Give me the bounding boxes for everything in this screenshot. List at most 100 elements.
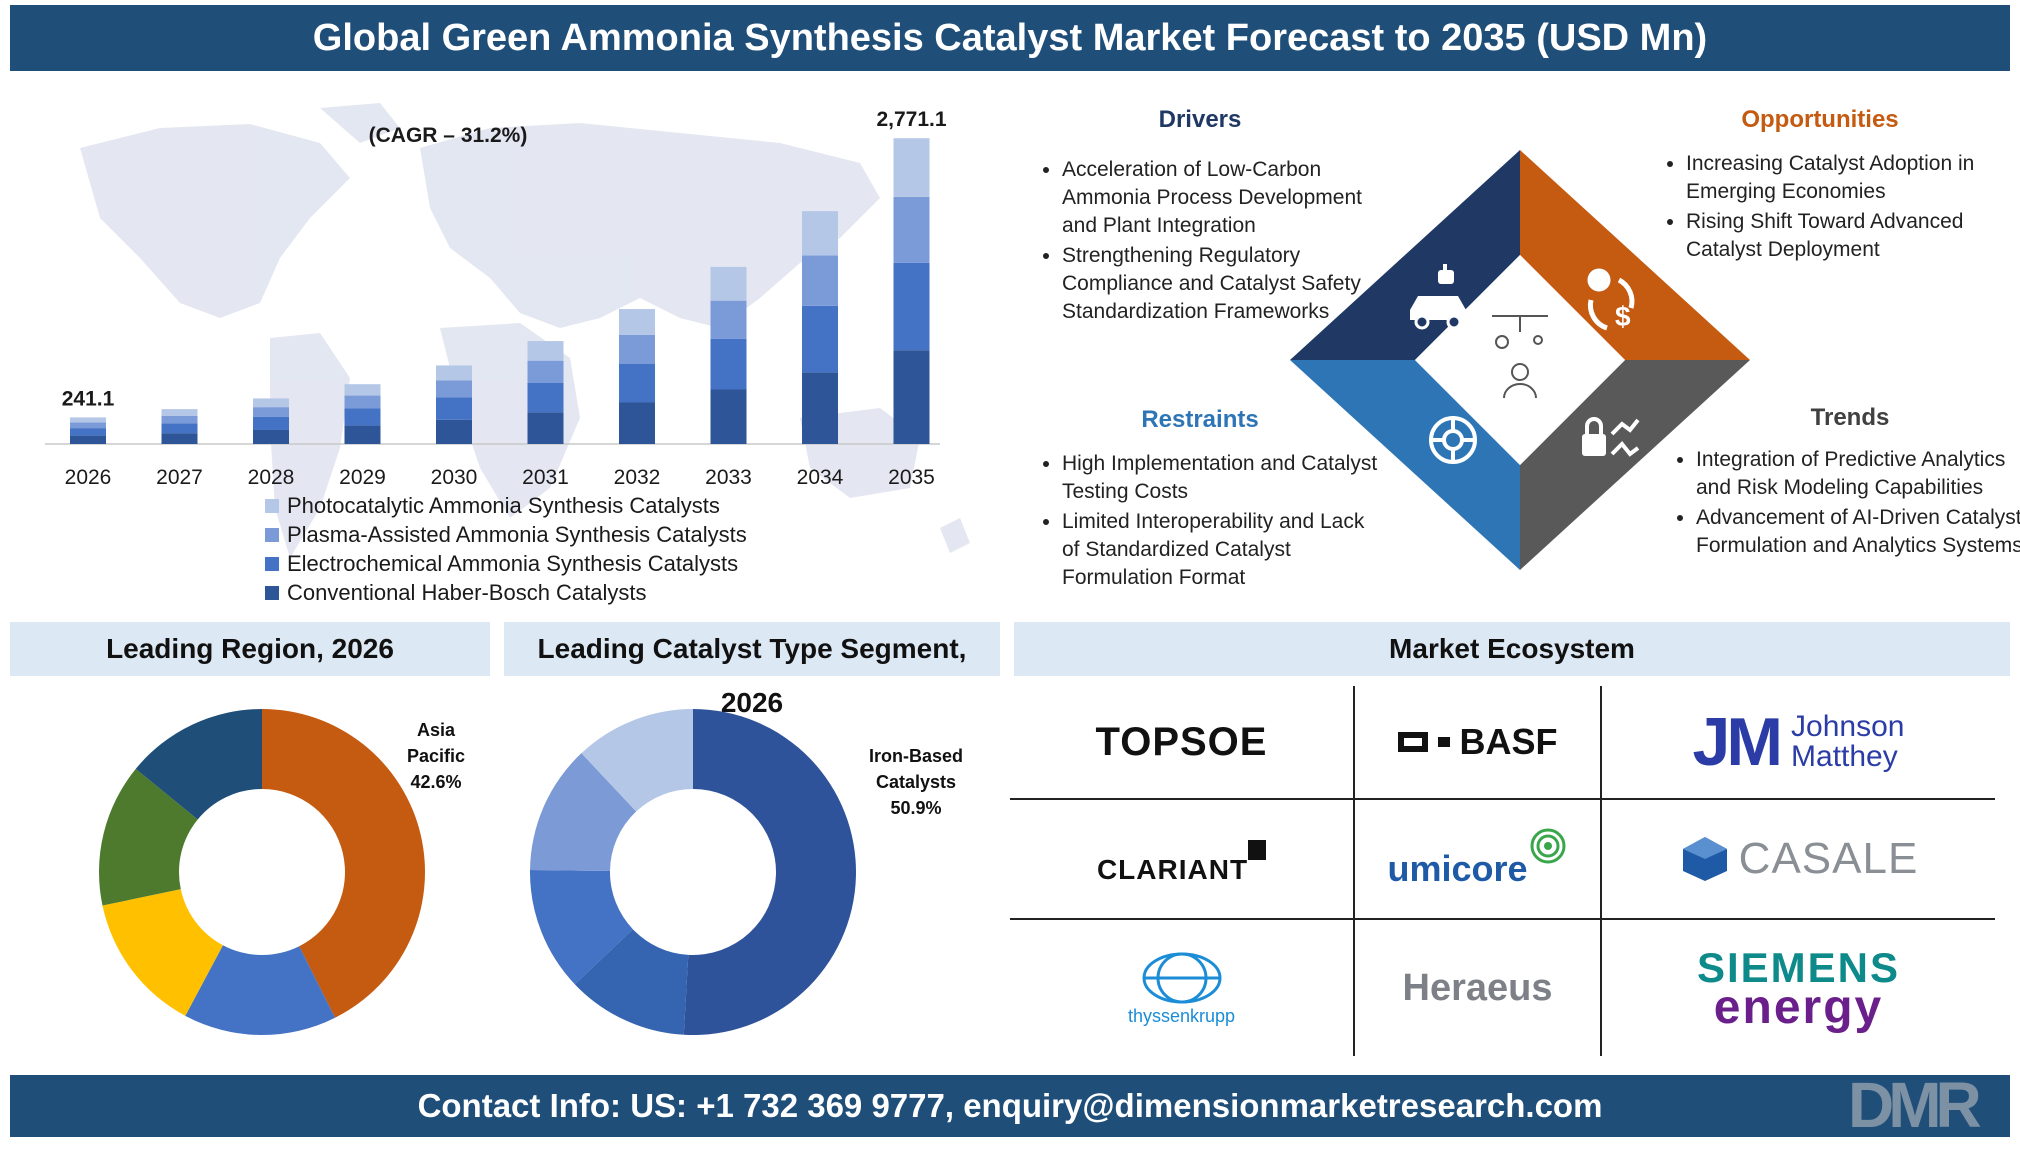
bar-labels-group: 241.1 2,771.1 [62, 108, 947, 410]
drivers-list: Acceleration of Low-Carbon Ammonia Proce… [1026, 156, 1362, 328]
drivers-item: Strengthening Regulatory Compliance and … [1062, 242, 1362, 326]
trends-list: Integration of Predictive Analytics and … [1660, 446, 2020, 562]
opportunities-title: Opportunities [1741, 106, 1899, 133]
donut-slice [135, 709, 262, 820]
bar-segment [802, 255, 838, 306]
x-tick-label: 2033 [705, 466, 752, 489]
bar-segment [436, 419, 472, 444]
bar-segment [619, 334, 655, 364]
bar-segment [619, 309, 655, 335]
bar-total-label: 241.1 [62, 387, 115, 410]
grid-line-v2 [1600, 686, 1602, 1056]
x-ticks-group: 2026 2027 2028 2029 2030 2031 2032 2033 2034 2035 [65, 466, 935, 489]
donut-highlight-label: Pacific [407, 746, 465, 766]
bar-segment [436, 365, 472, 381]
bar-segment [527, 382, 564, 413]
donut-highlight-label: Asia [417, 720, 456, 740]
donut-slice [102, 889, 223, 1016]
lock-analytics-icon [1582, 417, 1640, 457]
bar-segment [893, 138, 930, 197]
x-tick-label: 2030 [431, 466, 478, 489]
x-tick-label: 2026 [65, 466, 112, 489]
x-tick-label: 2029 [339, 466, 386, 489]
umicore-logo: umicore [1355, 800, 1600, 918]
dmr-logo: DMR [1848, 1068, 2008, 1141]
grid-line-v1 [1353, 686, 1355, 1056]
trends-title: Trends [1810, 404, 1890, 431]
header-banner: Global Green Ammonia Synthesis Catalyst … [10, 5, 2010, 71]
topsoe-logo: TOPSOE [1010, 686, 1353, 798]
trends-item: Advancement of AI-Driven Catalyst Formul… [1696, 504, 2020, 560]
page-title: Global Green Ammonia Synthesis Catalyst … [312, 17, 1708, 59]
bar-segment [802, 305, 838, 373]
donut-highlight-label: 50.9% [890, 798, 941, 818]
siemens-line2: energy [1713, 981, 1884, 1034]
johnson-matthey-logo: JM Johnson Matthey [1602, 686, 1995, 798]
bar-segment [619, 402, 655, 444]
drot-diamond: $ [1290, 150, 1750, 570]
heraeus-logo-text: Heraeus [1402, 966, 1553, 1009]
catalyst-donut-chart: Iron-Based Catalysts 50.9% [530, 709, 963, 1035]
bar-segment [344, 384, 381, 396]
x-tick-label: 2032 [614, 466, 661, 489]
jm-line1: Johnson [1791, 710, 1905, 743]
clariant-mark-icon [1248, 840, 1267, 860]
donut-slice [530, 869, 633, 985]
dmr-logo-text: DMR [1848, 1069, 1982, 1141]
x-tick-label: 2027 [156, 466, 203, 489]
bar-segment [161, 415, 198, 424]
siemens-energy-logo: SIEMENS energy [1602, 920, 1995, 1056]
legend-item: Photocatalytic Ammonia Synthesis Catalys… [265, 491, 747, 520]
opportunities-quadrant [1520, 150, 1750, 360]
legend-swatch [265, 527, 279, 542]
jm-line2: Matthey [1791, 740, 1898, 773]
bar-segment [253, 429, 289, 444]
contact-info: Contact Info: US: +1 732 369 9777, enqui… [417, 1087, 1603, 1124]
bar-segment [161, 433, 198, 444]
drot-panel: Drivers Acceleration of Low-Carbon Ammon… [1010, 80, 2020, 620]
donut-slice [530, 753, 637, 871]
bar-segment [70, 417, 106, 423]
bar-segment [344, 425, 381, 444]
legend-label: Plasma-Assisted Ammonia Synthesis Cataly… [287, 522, 747, 547]
legend-item: Plasma-Assisted Ammonia Synthesis Cataly… [265, 520, 747, 549]
restraints-title: Restraints [1141, 406, 1259, 433]
donut-slice [574, 929, 689, 1035]
restraints-quadrant [1290, 360, 1520, 570]
bar-segment [436, 380, 472, 398]
legend-item: Electrochemical Ammonia Synthesis Cataly… [265, 549, 747, 578]
dollar-cycle-icon: $ [1587, 268, 1635, 332]
drivers-title: Drivers [1158, 106, 1242, 133]
bar-segment [253, 416, 289, 430]
bar-segment [527, 412, 564, 444]
x-tick-label: 2035 [888, 466, 935, 489]
donut-highlight-label: Iron-Based [869, 746, 963, 766]
jm-wordmark: Johnson Matthey [1791, 712, 1904, 772]
chart-legend: Photocatalytic Ammonia Synthesis Catalys… [265, 491, 747, 607]
clariant-logo: CLARIANT [1010, 800, 1353, 918]
topsoe-logo-text: TOPSOE [1095, 719, 1268, 764]
donut-slice [581, 709, 693, 812]
legend-swatch [265, 498, 279, 513]
donut-slice [185, 945, 336, 1035]
bars-group [70, 138, 930, 444]
footer-banner: Contact Info: US: +1 732 369 9777, enqui… [10, 1075, 2010, 1137]
bar-chart: 2026 2027 2028 2029 2030 2031 2032 2033 2034 2035… [45, 103, 970, 558]
center-diamond [1415, 255, 1625, 465]
basf-square-icon [1397, 732, 1428, 752]
umicore-logo-text: umicore [1387, 848, 1528, 889]
basf-logo: BASF [1355, 686, 1600, 798]
opportunities-item: Increasing Catalyst Adoption in Emerging… [1686, 150, 2020, 206]
casale-logo: CASALE [1602, 800, 1995, 918]
legend-swatch [265, 585, 279, 600]
heraeus-logo: Heraeus [1355, 920, 1600, 1056]
grid-line-h2 [1010, 918, 1995, 920]
bar-segment [70, 435, 106, 444]
legend-label: Photocatalytic Ammonia Synthesis Catalys… [287, 493, 720, 518]
umicore-swirl-icon [1530, 828, 1566, 864]
x-tick-label: 2034 [797, 466, 844, 489]
casale-logo-text: CASALE [1738, 834, 1919, 883]
restraints-item: High Implementation and Catalyst Testing… [1062, 450, 1382, 506]
region-donut-chart: Asia Pacific 42.6% [98, 709, 465, 1035]
restraints-list: High Implementation and Catalyst Testing… [1026, 450, 1382, 594]
